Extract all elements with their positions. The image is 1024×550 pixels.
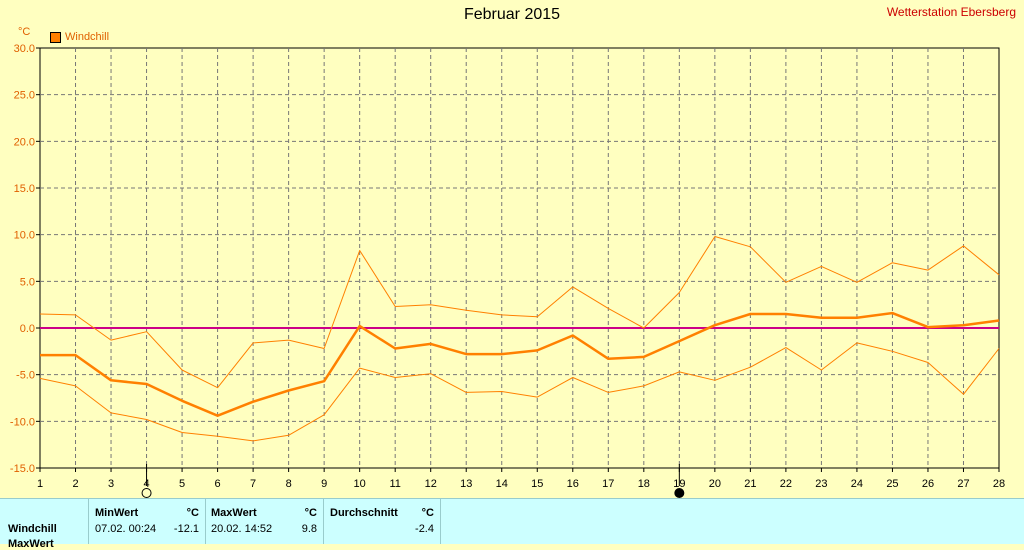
legend: Windchill — [50, 31, 109, 43]
chart-title: Februar 2015 — [463, 6, 561, 23]
y-tick-label: -5.0 — [16, 370, 35, 382]
y-tick-label: 10.0 — [14, 230, 35, 242]
min-header: MinWert — [95, 507, 139, 519]
x-tick-label: 23 — [815, 478, 827, 490]
x-tick-label: 11 — [389, 478, 400, 490]
max-header: MaxWert — [211, 507, 257, 519]
y-tick-label: 15.0 — [14, 183, 35, 195]
y-tick-label: 20.0 — [14, 136, 35, 148]
x-tick-label: 17 — [602, 478, 614, 490]
x-tick-label: 3 — [108, 478, 114, 490]
y-tick-label: 30.0 — [14, 43, 35, 55]
x-tick-label: 21 — [744, 478, 756, 490]
y-tick-label: 0.0 — [20, 323, 35, 335]
x-tick-label: 15 — [531, 478, 543, 490]
x-tick-label: 8 — [286, 478, 292, 490]
x-tick-label: 16 — [567, 478, 579, 490]
avg-cell: Durchschnitt °C -2.4 — [324, 499, 441, 544]
marker-open-circle — [141, 488, 152, 498]
series-line-min — [39, 342, 1000, 442]
max-value: 9.8 — [301, 523, 317, 535]
stats-row2-label: MaxWert — [8, 538, 54, 550]
min-cell: MinWert °C 07.02. 00:24 -12.1 — [88, 499, 206, 544]
x-tick-label: 10 — [354, 478, 366, 490]
avg-header: Durchschnitt — [330, 507, 398, 519]
series-line-max — [39, 236, 1000, 389]
x-tick-label: 12 — [425, 478, 437, 490]
y-tick-label: 5.0 — [20, 276, 35, 288]
x-tick-label: 28 — [993, 478, 1005, 490]
min-value: -12.1 — [173, 523, 199, 535]
x-tick-label: 1 — [37, 478, 43, 490]
legend-swatch — [50, 31, 61, 43]
stats-row-label: Windchill — [8, 523, 57, 535]
series-line-avg — [40, 311, 1000, 417]
x-tick-label: 20 — [709, 478, 721, 490]
x-tick-label: 9 — [321, 478, 327, 490]
x-tick-label: 22 — [780, 478, 792, 490]
plot-frame — [39, 47, 1000, 469]
y-axis-unit: °C — [18, 26, 31, 38]
x-tick-label: 13 — [460, 478, 472, 490]
x-tick-label: 25 — [886, 478, 898, 490]
min-unit: °C — [186, 507, 199, 519]
y-tick-label: 25.0 — [14, 90, 35, 102]
x-tick-label: 7 — [250, 478, 256, 490]
x-tick-label: 2 — [72, 478, 78, 490]
stats-panel: Windchill MaxWert MinWert °C 07.02. 00:2… — [0, 498, 1024, 550]
avg-value: -2.4 — [415, 523, 434, 535]
x-tick-label: 24 — [851, 478, 863, 490]
x-tick-label: 27 — [957, 478, 969, 490]
max-unit: °C — [304, 507, 317, 519]
y-tick-label: -10.0 — [10, 416, 35, 428]
max-cell: MaxWert °C 20.02. 14:52 9.8 — [205, 499, 324, 544]
station-name: Wetterstation Ebersberg — [886, 5, 1016, 19]
y-tick-label: -15.0 — [10, 463, 35, 475]
x-tick-label: 5 — [179, 478, 185, 490]
marker-filled-circle — [674, 488, 685, 498]
x-tick-label: 26 — [922, 478, 934, 490]
avg-unit: °C — [421, 507, 434, 519]
line-chart: 30.0 25.0 20.0 15.0 10.0 5.0 0.0 -5.0 -10.0 -15.0… — [10, 43, 1005, 498]
x-tick-label: 6 — [215, 478, 221, 490]
x-tick-label: 14 — [496, 478, 508, 490]
max-date: 20.02. 14:52 — [211, 523, 273, 535]
x-tick-label: 18 — [638, 478, 650, 490]
min-date: 07.02. 00:24 — [95, 523, 157, 535]
legend-label: Windchill — [65, 31, 110, 43]
